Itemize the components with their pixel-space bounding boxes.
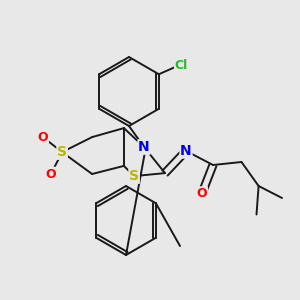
Text: O: O — [38, 130, 48, 144]
Text: S: S — [129, 169, 139, 183]
Text: Cl: Cl — [175, 59, 188, 72]
Text: N: N — [180, 144, 192, 158]
Text: N: N — [138, 140, 150, 154]
Text: S: S — [57, 145, 67, 159]
Text: O: O — [196, 187, 207, 200]
Text: O: O — [46, 167, 56, 181]
